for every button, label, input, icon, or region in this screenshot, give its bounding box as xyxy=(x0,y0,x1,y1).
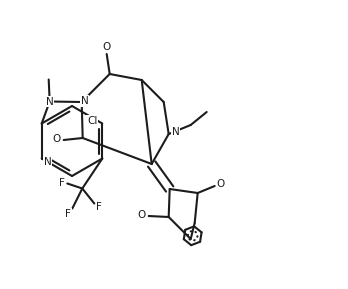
Text: F: F xyxy=(60,177,65,188)
Text: F: F xyxy=(65,208,71,218)
Text: O: O xyxy=(137,210,146,220)
Text: F: F xyxy=(96,201,102,212)
Text: O: O xyxy=(103,42,111,52)
Text: N: N xyxy=(46,97,54,107)
Text: O: O xyxy=(53,134,61,144)
Text: N: N xyxy=(172,127,180,137)
Text: N: N xyxy=(81,96,88,106)
Text: N: N xyxy=(44,157,52,166)
Text: Cl: Cl xyxy=(87,116,97,125)
Text: O: O xyxy=(216,179,225,189)
